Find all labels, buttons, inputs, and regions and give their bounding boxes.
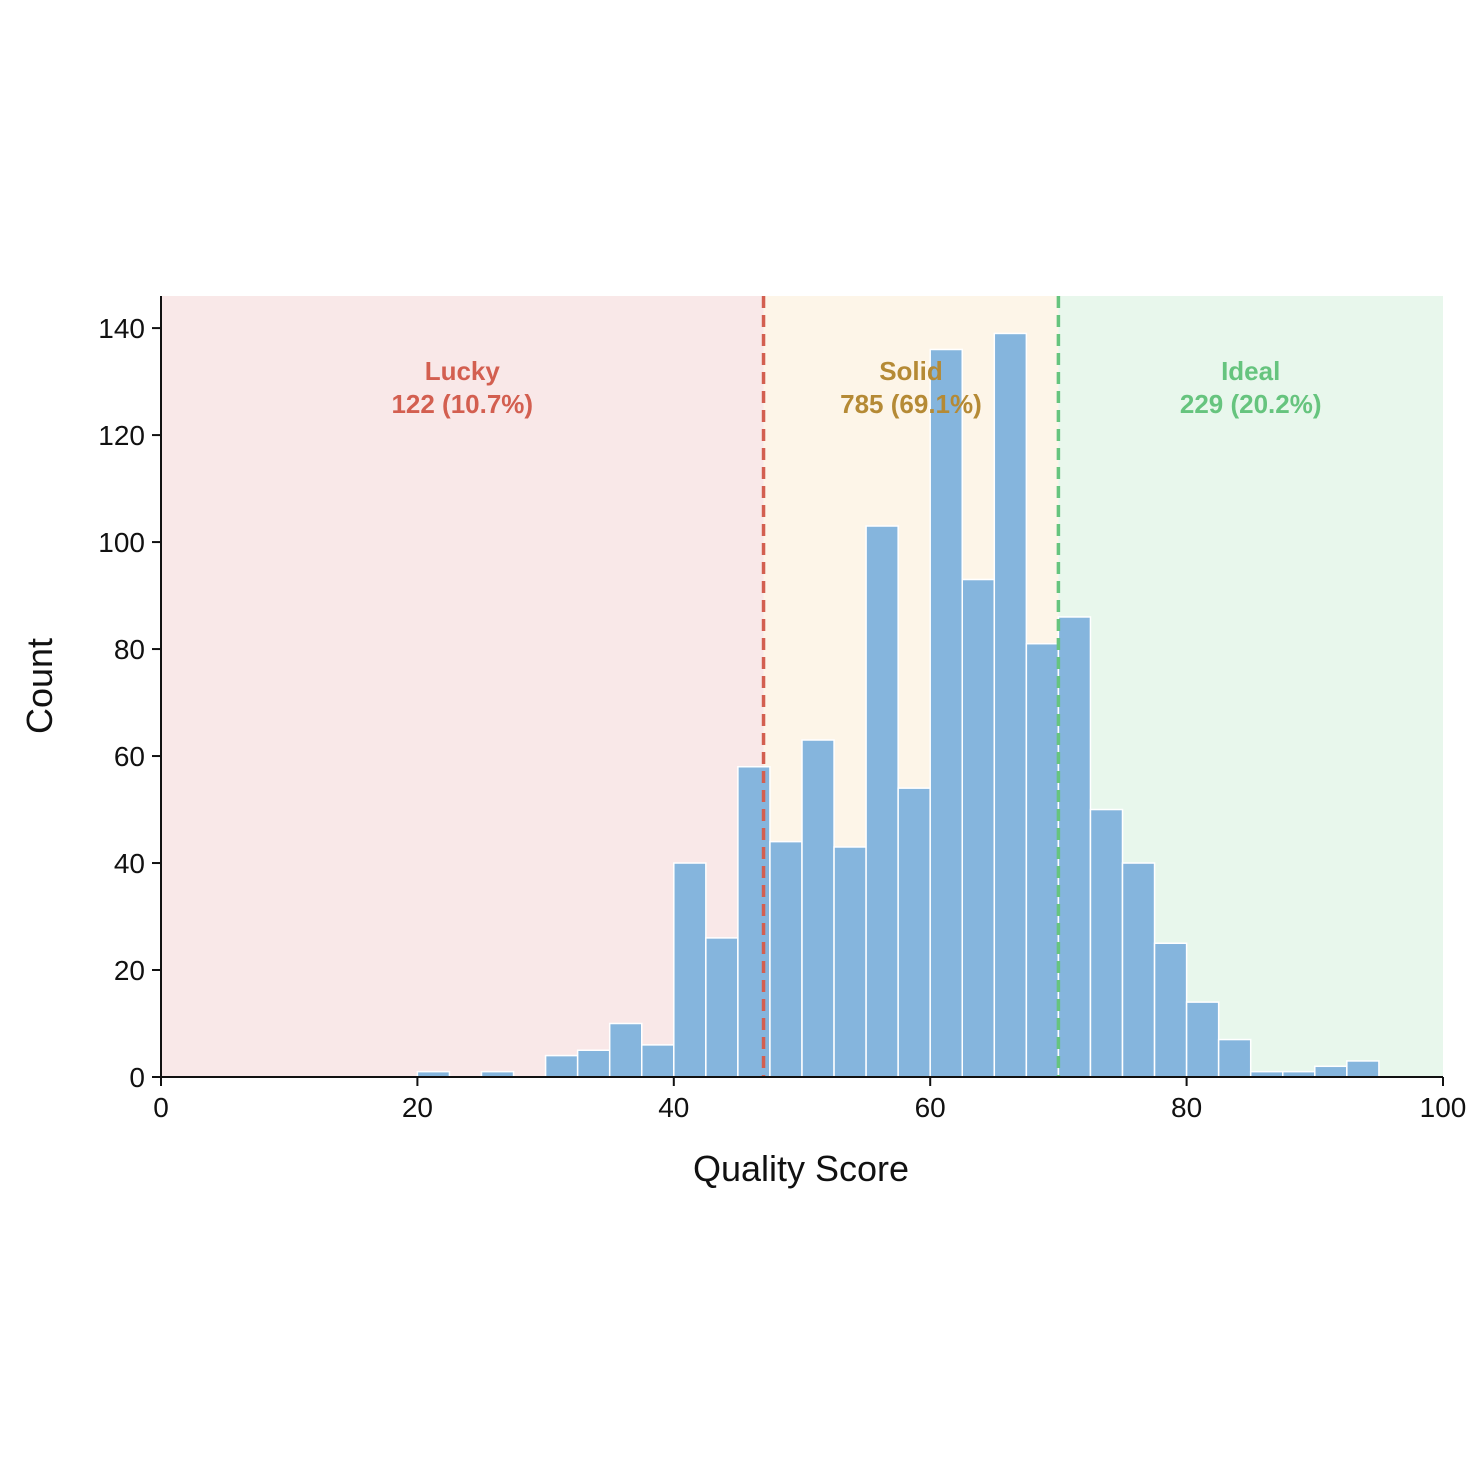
- y-tick-label: 60: [114, 741, 145, 772]
- region-bg-lucky: [161, 296, 764, 1077]
- histogram-bar: [1346, 1060, 1380, 1078]
- histogram-bar: [1057, 616, 1092, 1078]
- y-tick-label: 20: [114, 955, 145, 986]
- histogram-bar: [897, 787, 931, 1078]
- x-axis-ticks: 0 20 40 60 80 100: [153, 1077, 1466, 1123]
- x-tick-label: 40: [658, 1092, 689, 1123]
- y-tick-label: 120: [98, 420, 145, 451]
- y-tick-label: 140: [98, 313, 145, 344]
- x-tick-label: 20: [402, 1092, 433, 1123]
- axes: [160, 296, 1443, 1078]
- x-tick-label: 80: [1171, 1092, 1202, 1123]
- region-name-solid: Solid: [879, 356, 943, 386]
- threshold-lines: [761, 296, 1061, 1077]
- y-axis-title: Count: [19, 638, 60, 734]
- histogram-bar: [705, 937, 739, 1078]
- region-name-ideal: Ideal: [1221, 356, 1280, 386]
- y-axis-ticks: 0 20 40 60 80 100 120 140: [98, 313, 161, 1093]
- y-tick-label: 40: [114, 848, 145, 879]
- histogram-bar: [801, 739, 835, 1078]
- x-tick-label: 100: [1420, 1092, 1467, 1123]
- x-axis-title: Quality Score: [693, 1148, 909, 1189]
- histogram-bar: [1314, 1065, 1348, 1078]
- region-stat-lucky: 122 (10.7%): [391, 389, 533, 419]
- y-tick-label: 0: [129, 1062, 145, 1093]
- histogram-bar: [961, 578, 996, 1078]
- y-tick-label: 80: [114, 634, 145, 665]
- histogram-bar: [1153, 942, 1188, 1078]
- histogram-bar: [865, 525, 899, 1078]
- histogram-bar: [929, 348, 964, 1078]
- histogram-bar: [608, 1022, 643, 1078]
- histogram-bar: [673, 862, 707, 1078]
- histogram-bar: [1089, 808, 1124, 1078]
- region-name-lucky: Lucky: [425, 356, 501, 386]
- histogram-bar: [1217, 1038, 1252, 1078]
- histogram-bar: [769, 840, 803, 1078]
- region-stat-solid: 785 (69.1%): [840, 389, 982, 419]
- x-tick-label: 60: [915, 1092, 946, 1123]
- histogram-bar: [993, 332, 1028, 1078]
- y-tick-label: 100: [98, 527, 145, 558]
- histogram-bar: [1025, 642, 1060, 1078]
- histogram-bar: [1185, 1001, 1220, 1078]
- histogram-bar: [641, 1044, 675, 1078]
- histogram-bars: [161, 332, 1443, 1078]
- histogram-bar: [576, 1049, 611, 1078]
- histogram-bar: [833, 846, 867, 1078]
- x-tick-label: 0: [153, 1092, 169, 1123]
- histogram-bar: [1121, 862, 1156, 1078]
- region-stat-ideal: 229 (20.2%): [1180, 389, 1322, 419]
- histogram-bar: [544, 1054, 579, 1078]
